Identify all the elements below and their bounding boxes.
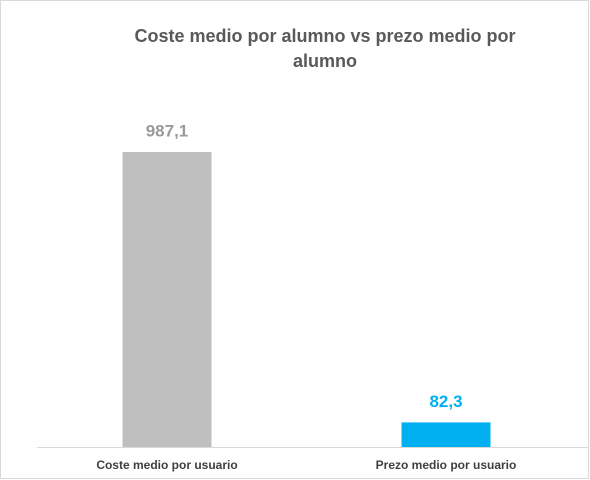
bar [401, 422, 491, 447]
data-label: 987,1 [146, 121, 189, 140]
x-tick-label: Prezo medio por usuario [376, 458, 517, 472]
chart-title: Coste medio por alumno vs prezo medio po… [134, 26, 516, 71]
data-label: 82,3 [429, 392, 462, 411]
bar [122, 152, 212, 447]
x-tick-label: Coste medio por usuario [96, 458, 237, 472]
